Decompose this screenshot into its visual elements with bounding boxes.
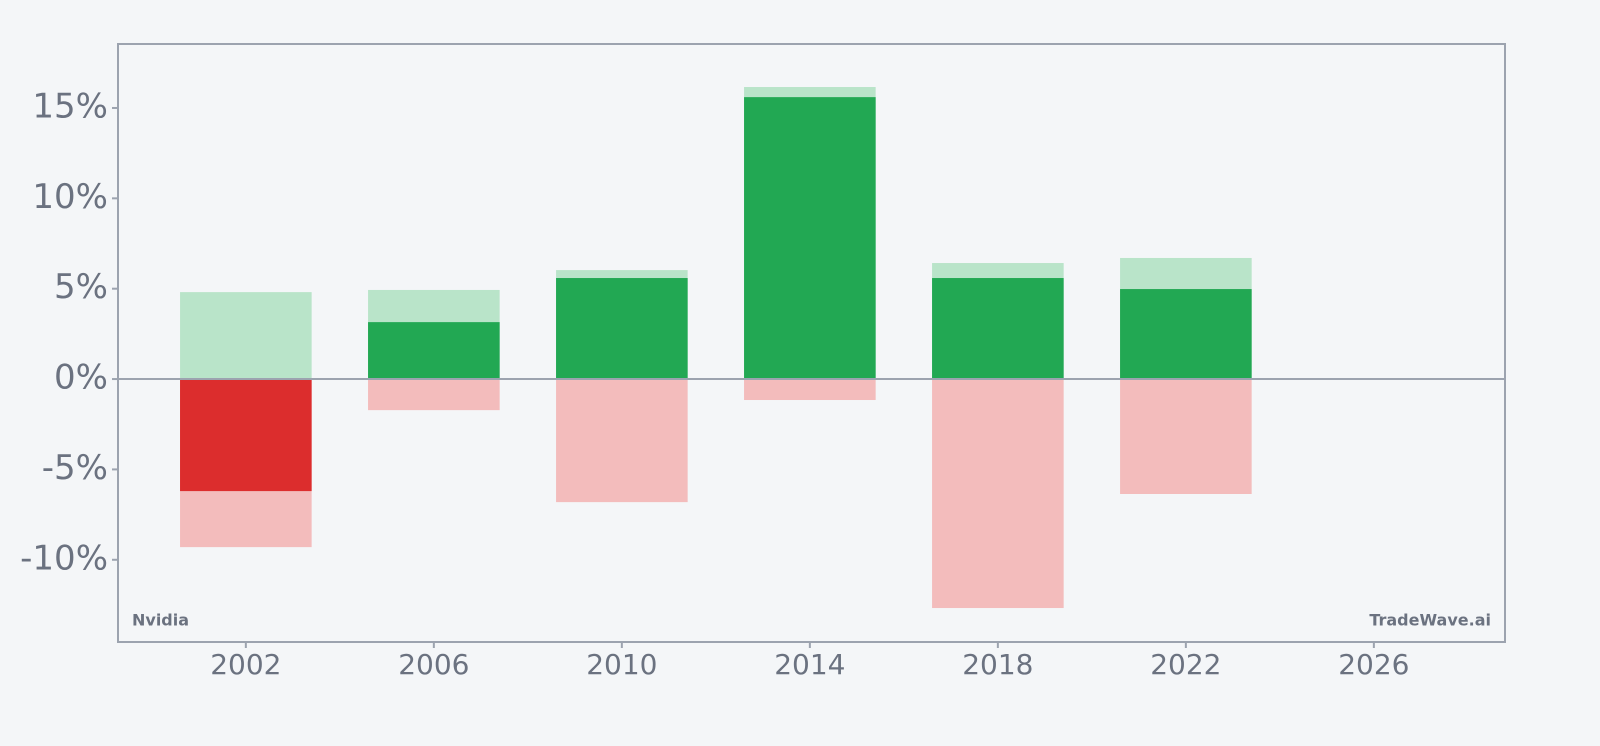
bar xyxy=(368,322,500,380)
bar xyxy=(932,379,1064,609)
bar xyxy=(932,278,1064,380)
x-tick-label: 2010 xyxy=(586,648,657,681)
bar xyxy=(744,379,876,401)
annotation: Nvidia xyxy=(132,611,189,630)
y-tick-label: -5% xyxy=(42,448,108,488)
bar xyxy=(556,278,688,380)
bar xyxy=(368,379,500,411)
x-tick-label: 2022 xyxy=(1150,648,1221,681)
bar xyxy=(744,97,876,380)
plot-frame xyxy=(117,43,1506,643)
y-tick-label: 5% xyxy=(54,267,108,307)
bar xyxy=(180,379,312,492)
y-tick-label: 15% xyxy=(32,86,108,126)
x-tick-label: 2002 xyxy=(210,648,281,681)
bar xyxy=(180,292,312,380)
bar xyxy=(1120,379,1252,494)
bar xyxy=(556,379,688,503)
x-tick-label: 2018 xyxy=(962,648,1033,681)
x-tick-label: 2014 xyxy=(774,648,845,681)
bar xyxy=(1120,289,1252,380)
x-tick-label: 2026 xyxy=(1338,648,1409,681)
y-tick-label: 0% xyxy=(54,358,108,398)
y-tick-label: -10% xyxy=(20,538,108,578)
annotation: TradeWave.ai xyxy=(1369,611,1491,630)
y-tick-label: 10% xyxy=(32,177,108,217)
x-tick-label: 2006 xyxy=(398,648,469,681)
